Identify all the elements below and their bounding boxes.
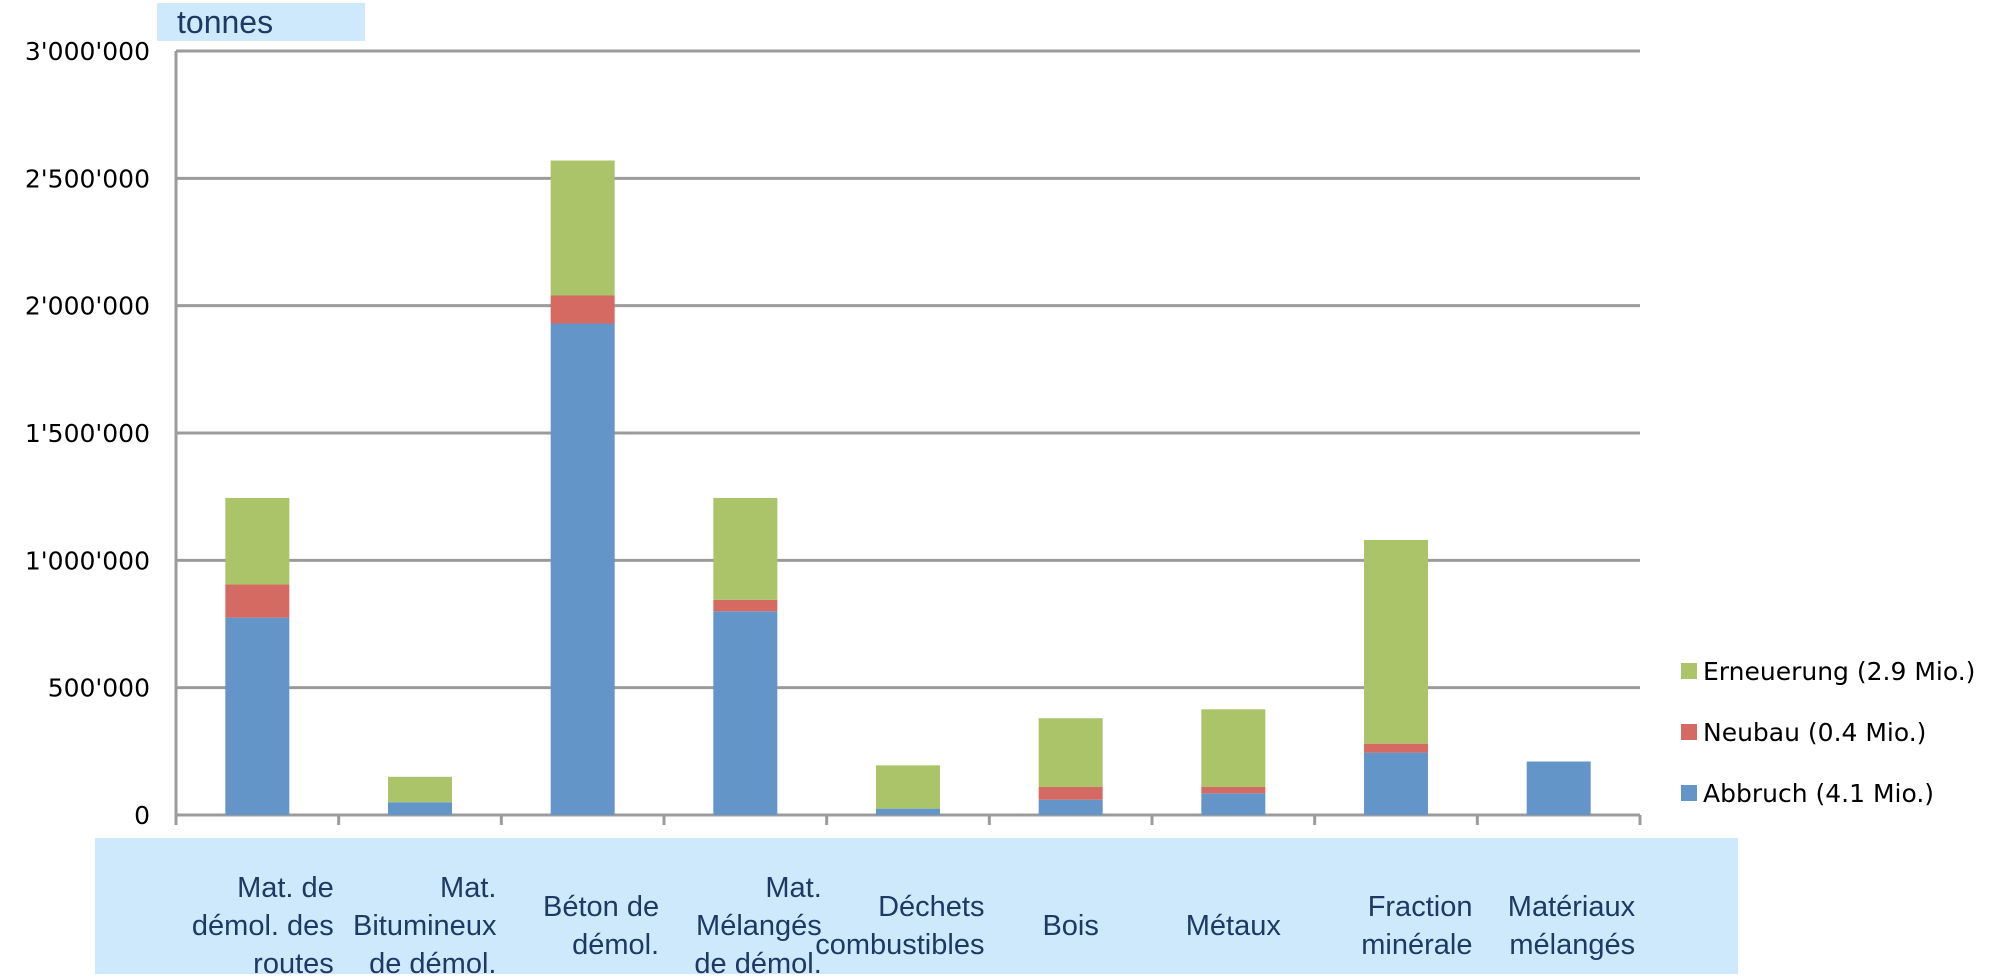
category-label: Mat. bbox=[440, 872, 496, 904]
x-axis-ticks bbox=[174, 815, 1642, 825]
bar-segment bbox=[713, 599, 778, 612]
legend: Erneuerung (2.9 Mio.) Neubau (0.4 Mio.) Ab… bbox=[1681, 657, 1975, 808]
bar-segment bbox=[225, 584, 290, 618]
y-tick-label: 3'000'000 bbox=[25, 37, 150, 66]
bar-segment bbox=[388, 802, 452, 815]
category-label: Déchets bbox=[878, 891, 984, 923]
category-label: de démol. bbox=[694, 948, 821, 974]
legend-swatch bbox=[1681, 724, 1697, 740]
category-label: Métaux bbox=[1186, 910, 1282, 942]
category-label: Mélangés bbox=[696, 910, 822, 942]
y-tick-label: 1'500'000 bbox=[25, 419, 150, 448]
y-tick-label: 2'500'000 bbox=[25, 164, 150, 193]
bar-segment bbox=[1201, 709, 1266, 787]
bars bbox=[225, 160, 1591, 815]
bar-segment bbox=[1526, 761, 1591, 815]
bar-segment bbox=[550, 160, 615, 296]
bar-segment bbox=[876, 808, 940, 815]
bar-segment bbox=[1038, 799, 1103, 815]
y-tick-label: 1'000'000 bbox=[25, 546, 150, 575]
legend-label: Abbruch (4.1 Mio.) bbox=[1703, 779, 1934, 808]
category-label: Mat. de bbox=[237, 872, 334, 904]
y-axis-tick-labels: 0 500'000 1'000'000 1'500'000 2'000'000 2'500… bbox=[25, 37, 150, 830]
legend-label: Erneuerung (2.9 Mio.) bbox=[1703, 657, 1975, 686]
bar-segment bbox=[1364, 752, 1428, 815]
bar-segment bbox=[713, 611, 778, 815]
bar-segment bbox=[225, 617, 290, 815]
category-label-box bbox=[95, 838, 1738, 978]
legend-label: Neubau (0.4 Mio.) bbox=[1703, 718, 1926, 747]
category-labels: Mat. de démol. des routes Mat. Bitumineux de … bbox=[192, 872, 1636, 978]
legend-swatch bbox=[1681, 663, 1697, 679]
bar-segment bbox=[876, 765, 940, 809]
bar-segment bbox=[550, 295, 615, 324]
legend-swatch bbox=[1681, 785, 1697, 801]
category-label: de démol. bbox=[369, 948, 496, 974]
category-label: Mat. bbox=[765, 872, 821, 904]
y-tick-label: 0 bbox=[134, 801, 150, 830]
category-label: Bois bbox=[1042, 910, 1098, 942]
category-label: Bitumineux bbox=[353, 910, 497, 942]
bar-segment bbox=[713, 497, 778, 600]
category-label: combustibles bbox=[815, 929, 984, 961]
bar-segment bbox=[1038, 718, 1103, 787]
bar-segment bbox=[550, 323, 615, 815]
bar-segment bbox=[225, 497, 290, 585]
bar-segment bbox=[1201, 786, 1266, 794]
category-label: démol. des bbox=[192, 910, 334, 942]
unit-label: tonnes bbox=[177, 4, 273, 40]
unit-label-box bbox=[157, 3, 365, 41]
category-label: Fraction bbox=[1368, 891, 1473, 923]
bar-segment bbox=[1201, 793, 1266, 815]
category-label: démol. bbox=[572, 929, 659, 961]
category-label: mélangés bbox=[1509, 929, 1635, 961]
bar-segment bbox=[1038, 786, 1103, 800]
y-tick-label: 2'000'000 bbox=[25, 292, 150, 321]
bar-segment bbox=[1364, 539, 1428, 744]
bar-segment bbox=[388, 776, 452, 803]
bar-segment bbox=[1364, 743, 1428, 753]
category-label: routes bbox=[253, 948, 334, 974]
gridlines bbox=[176, 49, 1640, 690]
category-label: Matériaux bbox=[1508, 891, 1636, 923]
category-label: minérale bbox=[1361, 929, 1472, 961]
y-tick-label: 500'000 bbox=[48, 674, 150, 703]
category-label: Béton de bbox=[543, 891, 659, 923]
